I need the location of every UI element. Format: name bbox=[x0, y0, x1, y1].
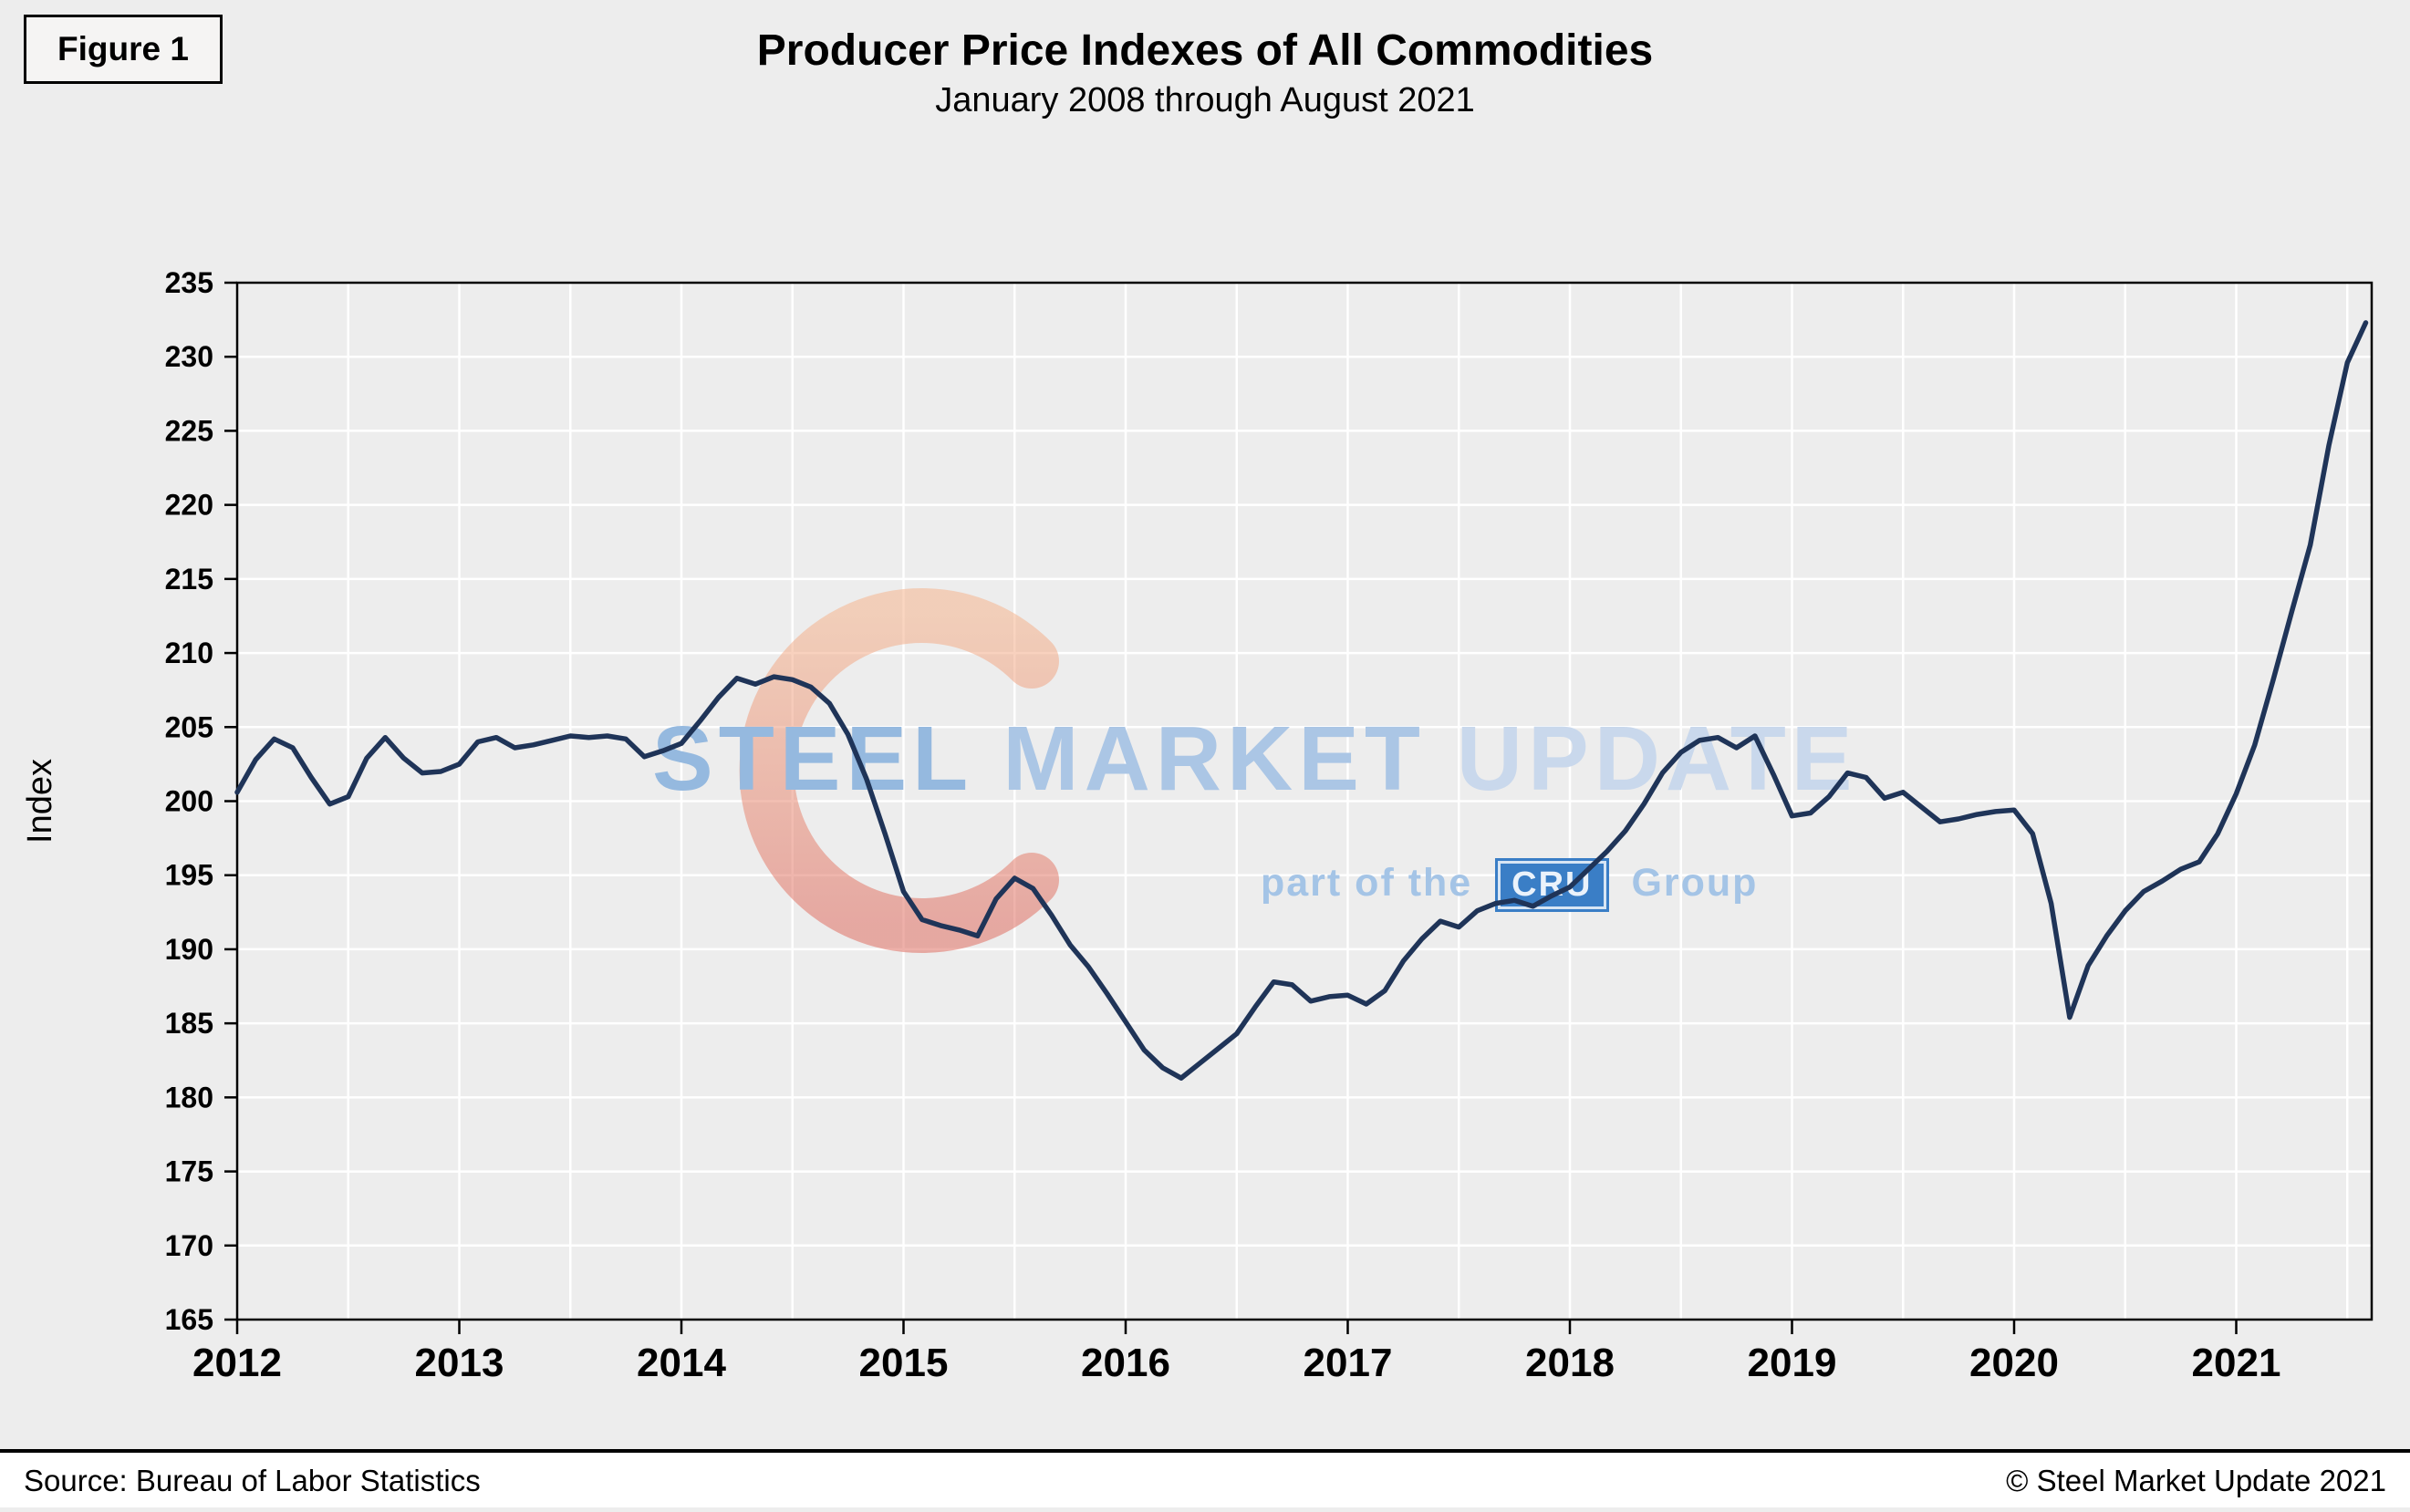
svg-text:Index: Index bbox=[21, 759, 59, 844]
chart-header: Producer Price Indexes of All Commoditie… bbox=[0, 26, 2410, 120]
watermark-wordmark: STEEL MARKET UPDATE bbox=[652, 713, 1858, 804]
svg-text:235: 235 bbox=[165, 266, 213, 299]
svg-text:2018: 2018 bbox=[1525, 1341, 1615, 1385]
footer-copyright: © Steel Market Update 2021 bbox=[2006, 1464, 2386, 1497]
footer: Source: Bureau of Labor Statistics © Ste… bbox=[0, 1453, 2410, 1507]
svg-text:2020: 2020 bbox=[1969, 1341, 2059, 1385]
watermark-subline: part of the CRU Group bbox=[1261, 861, 1758, 909]
watermark-word-steel: STEEL bbox=[652, 708, 972, 810]
footer-divider bbox=[0, 1449, 2410, 1453]
svg-text:2016: 2016 bbox=[1081, 1341, 1170, 1385]
svg-text:190: 190 bbox=[165, 933, 213, 966]
svg-text:175: 175 bbox=[165, 1155, 213, 1188]
svg-text:170: 170 bbox=[165, 1229, 213, 1262]
footer-source: Source: Bureau of Labor Statistics bbox=[24, 1464, 481, 1497]
figure-label: Figure 1 bbox=[24, 15, 223, 84]
svg-text:165: 165 bbox=[165, 1303, 213, 1336]
watermark-part-of-the: part of the bbox=[1261, 861, 1473, 905]
svg-text:200: 200 bbox=[165, 785, 213, 818]
svg-text:2012: 2012 bbox=[192, 1341, 282, 1385]
svg-text:205: 205 bbox=[165, 710, 213, 743]
svg-text:195: 195 bbox=[165, 859, 213, 892]
chart-title: Producer Price Indexes of All Commoditie… bbox=[756, 26, 1654, 75]
svg-text:225: 225 bbox=[165, 414, 213, 447]
svg-text:2013: 2013 bbox=[415, 1341, 504, 1385]
svg-text:2021: 2021 bbox=[2192, 1341, 2281, 1385]
svg-text:230: 230 bbox=[165, 340, 213, 373]
svg-text:2015: 2015 bbox=[859, 1341, 949, 1385]
svg-text:185: 185 bbox=[165, 1007, 213, 1040]
svg-text:2017: 2017 bbox=[1304, 1341, 1393, 1385]
svg-text:210: 210 bbox=[165, 637, 213, 669]
svg-text:2019: 2019 bbox=[1748, 1341, 1837, 1385]
watermark-word-market: MARKET bbox=[1002, 708, 1426, 810]
svg-text:2014: 2014 bbox=[637, 1341, 726, 1385]
chart-subtitle: January 2008 through August 2021 bbox=[935, 81, 1475, 120]
svg-text:215: 215 bbox=[165, 563, 213, 595]
svg-text:180: 180 bbox=[165, 1081, 213, 1113]
watermark-word-update: UPDATE bbox=[1456, 708, 1858, 810]
cru-badge: CRU bbox=[1498, 861, 1606, 909]
svg-text:220: 220 bbox=[165, 489, 213, 522]
watermark-group: Group bbox=[1631, 861, 1759, 905]
